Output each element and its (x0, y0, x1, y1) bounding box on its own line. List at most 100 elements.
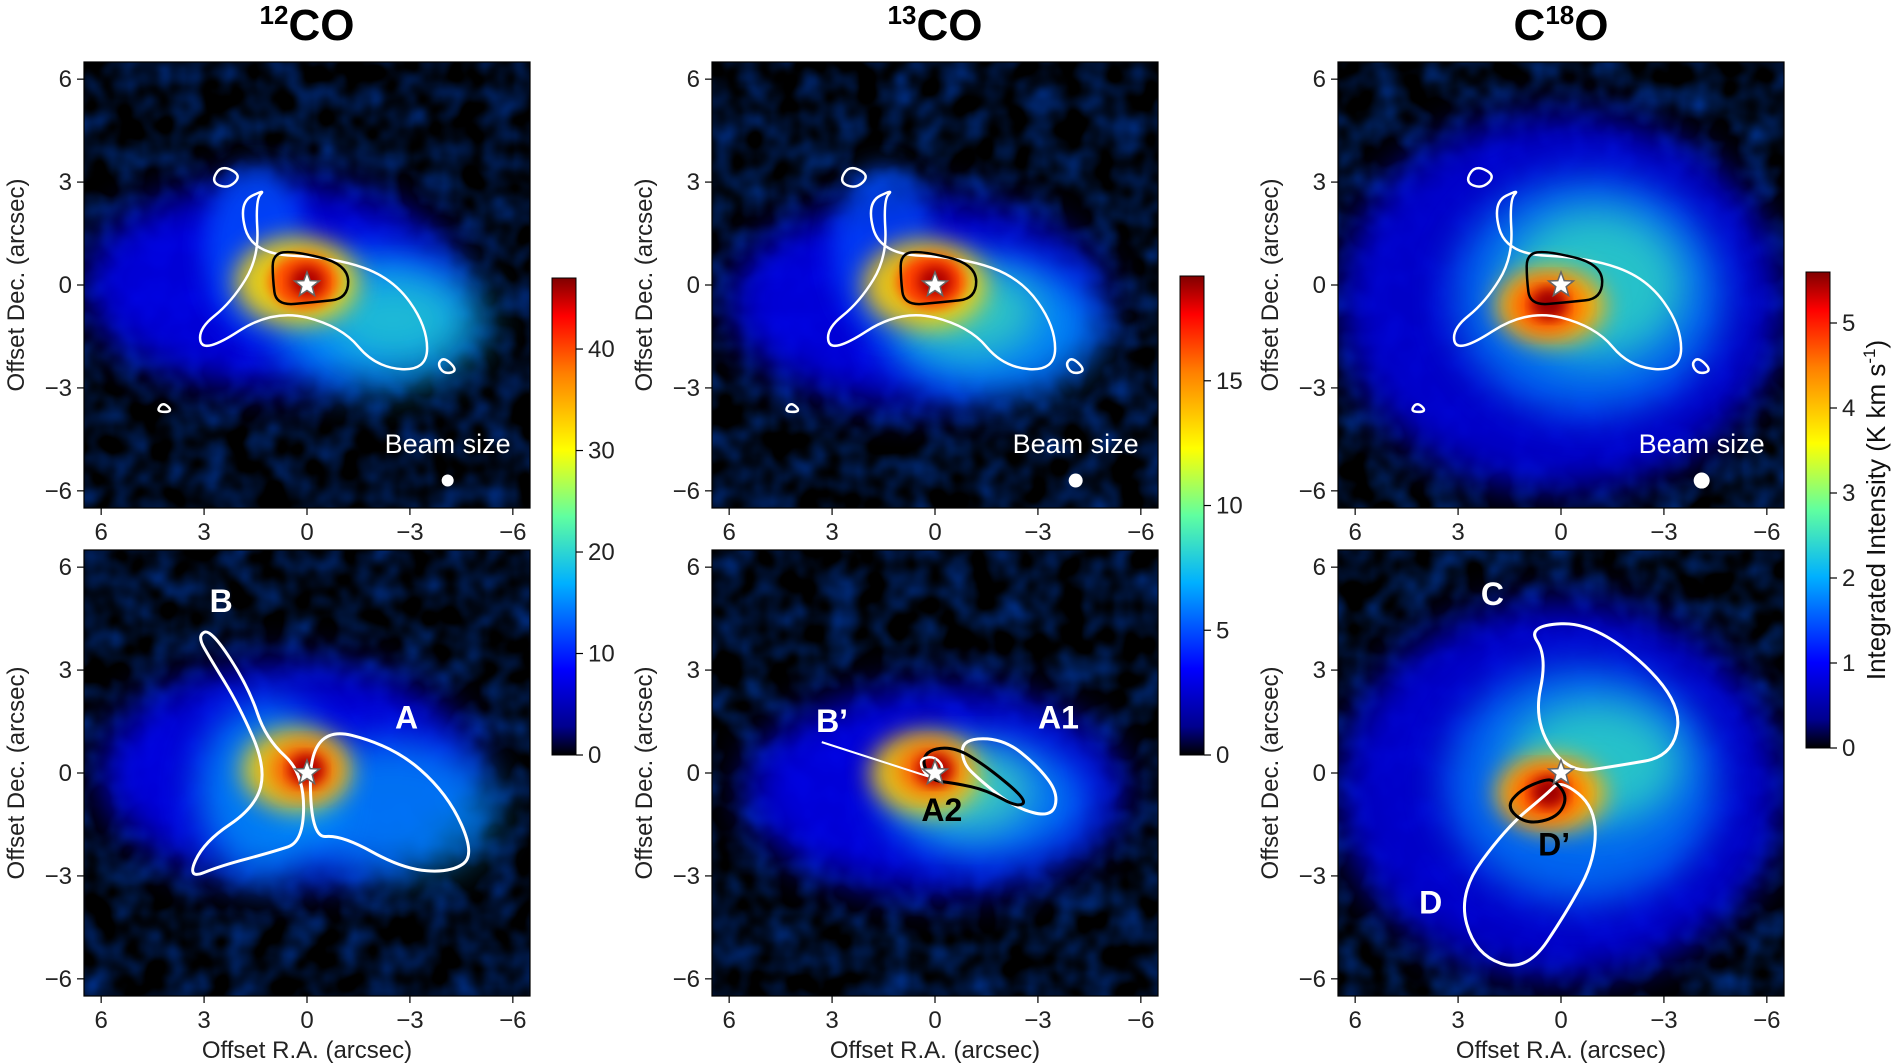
y-tick-label: 6 (1313, 66, 1326, 93)
column-title-12co: 12CO (260, 0, 355, 50)
region-label: A (395, 699, 418, 735)
x-tick-label: −3 (396, 519, 423, 546)
y-tick-label: 6 (687, 554, 700, 581)
x-tick-label: 0 (928, 1007, 941, 1034)
colorbar-tick-label: 10 (588, 641, 615, 668)
colorbar-tick-label: 5 (1216, 617, 1229, 644)
x-tick-label: 0 (300, 1007, 313, 1034)
protostar-icon (292, 757, 322, 786)
y-tick-label: 3 (59, 169, 72, 196)
white-contour (437, 358, 456, 375)
y-tick-label: 6 (59, 66, 72, 93)
region-contour (1462, 782, 1597, 967)
white-contour (1411, 402, 1426, 414)
black-contour (271, 250, 350, 306)
y-tick-label: 3 (687, 657, 700, 684)
beam-size-label: Beam size (1013, 429, 1139, 459)
black-contour (899, 250, 978, 306)
y-tick-label: −6 (673, 478, 700, 505)
colorbar-tick-label: 20 (588, 539, 615, 566)
white-contour (1466, 166, 1493, 188)
map-panel-c18o-regions: C D D’ 6 3 0 −3 −6 6 3 0 −3 −6 Offset Dec. (arcsec) Of… (1257, 549, 1785, 1064)
white-contour (1065, 358, 1084, 375)
x-tick-label: 0 (1554, 1007, 1567, 1034)
y-tick-label: 6 (59, 554, 72, 581)
region-contour (191, 630, 306, 876)
white-contour (212, 166, 239, 188)
colorbar-c18o: 0 1 2 3 4 5 (1805, 271, 1855, 762)
colorbar-tick-label: 2 (1842, 565, 1855, 592)
x-axis-label: Offset R.A. (arcsec) (202, 1037, 412, 1064)
colorbar-tick-label: 40 (588, 336, 615, 363)
x-tick-label: 3 (197, 1007, 210, 1034)
x-tick-label: −6 (499, 1007, 526, 1034)
y-axis-label: Offset Dec. (arcsec) (631, 179, 658, 392)
white-contour (840, 166, 867, 188)
colorbar-tick-label: 0 (1216, 742, 1229, 769)
region-contour (1508, 778, 1567, 824)
column-title-13co: 13CO (888, 0, 983, 50)
y-tick-label: 6 (1313, 554, 1326, 581)
colorbar-tick-label: 0 (1842, 735, 1855, 762)
x-tick-label: −6 (1127, 1007, 1154, 1034)
y-axis-label: Offset Dec. (arcsec) (3, 667, 30, 880)
x-tick-label: −3 (1024, 519, 1051, 546)
map-panel-12co: Beam size 6 3 0 −3 −6 6 3 0 −3 −6 Offset Dec. (arcs… (3, 61, 531, 546)
map-panel-13co-regions: B’ A1 A2 6 3 0 −3 −6 6 3 0 −3 −6 Offset Dec. (arcsec)… (631, 549, 1159, 1064)
y-axis-label: Offset Dec. (arcsec) (1257, 667, 1284, 880)
colorbar-12co: 0 10 20 30 40 (551, 277, 615, 769)
y-tick-label: −6 (45, 478, 72, 505)
x-tick-label: −3 (1024, 1007, 1051, 1034)
x-tick-label: −3 (396, 1007, 423, 1034)
x-tick-label: 3 (1451, 1007, 1464, 1034)
colorbar-tick-label: 3 (1842, 480, 1855, 507)
white-contour (1691, 358, 1710, 375)
x-tick-label: 0 (1554, 519, 1567, 546)
beam-size-marker (1693, 472, 1710, 489)
protostar-icon (920, 269, 950, 298)
colorbar-tick-label: 10 (1216, 493, 1243, 520)
colorbar-tick-label: 0 (588, 742, 601, 769)
x-tick-label: −6 (1127, 519, 1154, 546)
x-tick-label: 6 (722, 1007, 735, 1034)
beam-size-marker (1068, 473, 1083, 488)
y-tick-label: 3 (59, 657, 72, 684)
colorbar-gradient (1805, 271, 1831, 749)
colorbar-13co: 0 5 10 15 (1179, 275, 1243, 769)
y-tick-label: 3 (687, 169, 700, 196)
x-tick-label: 6 (94, 1007, 107, 1034)
x-tick-label: −6 (1753, 1007, 1780, 1034)
protostar-icon (920, 757, 950, 786)
y-tick-label: −3 (45, 863, 72, 890)
x-tick-label: 3 (1451, 519, 1464, 546)
column-title-c18o: C18O (1514, 0, 1609, 50)
y-tick-label: −6 (673, 966, 700, 993)
x-tick-label: 3 (825, 519, 838, 546)
beam-size-marker (441, 474, 454, 487)
region-label: B (210, 583, 233, 619)
protostar-icon (292, 269, 322, 298)
colorbar-gradient (1179, 275, 1205, 756)
white-contour (785, 402, 800, 414)
x-tick-label: 3 (197, 519, 210, 546)
y-tick-label: 0 (1313, 760, 1326, 787)
colorbar-gradient (551, 277, 577, 756)
x-tick-label: 6 (1348, 1007, 1361, 1034)
region-contour (960, 737, 1058, 816)
protostar-icon (1546, 757, 1576, 786)
y-tick-label: 3 (1313, 657, 1326, 684)
y-axis-label: Offset Dec. (arcsec) (631, 667, 658, 880)
y-tick-label: 0 (59, 760, 72, 787)
x-axis-label: Offset R.A. (arcsec) (1456, 1037, 1666, 1064)
y-tick-label: 3 (1313, 169, 1326, 196)
black-contour (1525, 250, 1604, 306)
protostar-icon (1546, 269, 1576, 298)
white-contour (1452, 190, 1683, 371)
region-label: A1 (1038, 699, 1079, 735)
beam-size-label: Beam size (1639, 429, 1765, 459)
x-tick-label: 6 (1348, 519, 1361, 546)
region-label: D’ (1538, 826, 1570, 862)
colorbar-tick-label: 15 (1216, 368, 1243, 395)
x-tick-label: −6 (499, 519, 526, 546)
